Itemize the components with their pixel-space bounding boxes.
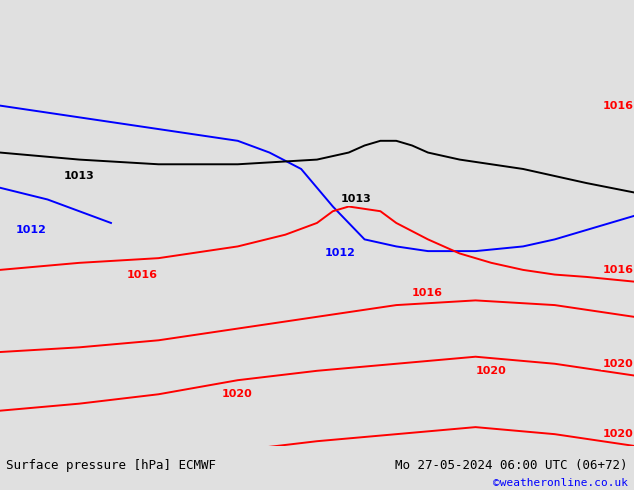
Text: 1020: 1020 (222, 389, 253, 399)
Text: 1016: 1016 (602, 265, 633, 275)
Text: 1016: 1016 (602, 100, 633, 111)
Text: ©weatheronline.co.uk: ©weatheronline.co.uk (493, 478, 628, 488)
Text: 1020: 1020 (602, 429, 633, 439)
Text: Mo 27-05-2024 06:00 UTC (06+72): Mo 27-05-2024 06:00 UTC (06+72) (395, 459, 628, 472)
Text: 1012: 1012 (325, 248, 356, 258)
Text: Surface pressure [hPa] ECMWF: Surface pressure [hPa] ECMWF (6, 459, 216, 472)
Text: 1016: 1016 (127, 270, 158, 280)
Text: 1020: 1020 (476, 366, 507, 376)
Text: 1013: 1013 (341, 195, 372, 204)
Text: 1012: 1012 (16, 225, 47, 235)
Text: 1020: 1020 (602, 359, 633, 369)
Text: 1013: 1013 (63, 171, 94, 181)
Text: 1016: 1016 (412, 288, 443, 298)
